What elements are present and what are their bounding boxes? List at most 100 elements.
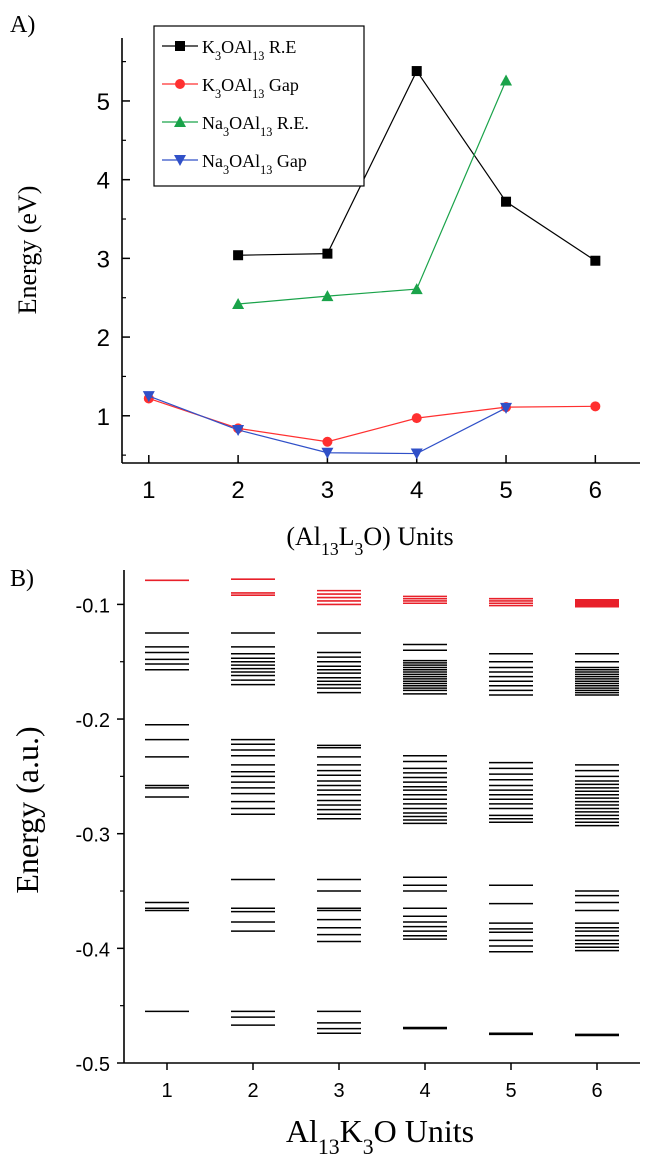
panel-b-x-axis-title: Al13K3O Units (286, 1113, 474, 1155)
data-point-k_re (411, 66, 422, 77)
subscript-text: 3 (355, 539, 364, 559)
series-na_gap (142, 391, 513, 460)
y-tick-label: -0.1 (76, 595, 110, 617)
data-point-k_re (501, 196, 512, 207)
data-point-k_re (322, 248, 333, 259)
legend-marker (175, 79, 185, 89)
y-tick-label: 3 (97, 246, 110, 273)
panel-b-label: B) (10, 566, 34, 592)
panel-b-axes: -0.1 -0.2 -0.3 -0.4 -0.5 1 2 3 4 5 6 (76, 570, 640, 1102)
subscript-text: 3 (223, 125, 229, 139)
y-tick-label: 5 (97, 89, 110, 116)
y-tick-label: -0.2 (76, 710, 110, 732)
panel-b-energy-levels (145, 578, 619, 1037)
legend-box (153, 25, 365, 187)
level-column-5 (489, 597, 533, 1036)
y-tick-label: -0.4 (76, 939, 110, 961)
subscript-text: 13 (318, 1135, 340, 1155)
level-column-1 (145, 579, 189, 1013)
legend-label: K3OAl13 Gap (202, 75, 299, 101)
data-point-na_re (321, 290, 334, 302)
label-text: L (339, 522, 355, 551)
label-text: K (202, 75, 215, 95)
data-point-na_re (232, 298, 245, 310)
x-tick-label: 4 (410, 477, 423, 504)
label-text: K (202, 37, 215, 57)
panel-a-axes: 1 2 3 4 5 1 2 3 4 5 6 (97, 38, 640, 504)
subscript-text: 3 (215, 49, 221, 63)
x-tick-label: 3 (333, 1080, 344, 1102)
subscript-text: 13 (252, 49, 264, 63)
data-point-k_gap (322, 436, 333, 447)
data-point-k_re (590, 255, 601, 266)
data-point-na_re (500, 74, 513, 86)
label-text: OAl (229, 151, 260, 171)
subscript-text: 3 (223, 163, 229, 177)
x-tick-label: 6 (589, 477, 602, 504)
series-line-k_gap (148, 397, 596, 443)
legend-label: Na3OAl13 R.E. (202, 113, 309, 139)
x-tick-label: 3 (321, 477, 334, 504)
data-point-na_gap (321, 447, 334, 459)
y-tick-label: -0.5 (76, 1054, 110, 1076)
panel-b: B) Energy (a.u.) -0.1 -0.2 -0.3 -0.4 -0.5 1 2 3… (9, 566, 640, 1155)
level-column-6 (575, 599, 619, 1037)
panel-b-y-axis-title: Energy (a.u.) (9, 726, 45, 893)
y-tick-label: 1 (97, 404, 110, 431)
legend-marker (174, 116, 186, 127)
data-point-na_gap (410, 448, 423, 460)
label-text: R.E. (272, 113, 309, 133)
series-na_re (232, 74, 513, 310)
label-text: Gap (264, 75, 299, 95)
label-text: K (340, 1113, 363, 1149)
data-point-na_gap (500, 402, 513, 414)
x-tick-label: 5 (499, 477, 512, 504)
panel-a-label: A) (10, 12, 35, 38)
legend-label: K3OAl13 R.E (202, 37, 296, 63)
x-tick-label: 1 (142, 477, 155, 504)
subscript-text: 13 (252, 87, 264, 101)
level-column-4 (403, 595, 447, 1030)
label-text: (Al (286, 522, 321, 551)
legend-label: Na3OAl13 Gap (202, 151, 307, 177)
subscript-text: 3 (363, 1135, 374, 1155)
series-line-na_re (238, 80, 507, 305)
label-text: Na (202, 113, 223, 133)
subscript-text: 13 (260, 125, 272, 139)
panel-a-y-axis-title: Energy (eV) (13, 186, 42, 315)
x-tick-label: 2 (231, 477, 244, 504)
x-tick-label: 5 (505, 1080, 516, 1102)
y-tick-label: 4 (97, 168, 110, 195)
x-tick-label: 1 (161, 1080, 172, 1102)
subscript-text: 3 (215, 87, 221, 101)
label-text: Na (202, 151, 223, 171)
legend-marker (174, 155, 186, 166)
data-point-na_gap (142, 391, 155, 403)
label-text: OAl (221, 75, 252, 95)
level-column-2 (231, 578, 275, 1026)
label-text: Al (286, 1113, 318, 1149)
y-tick-label: -0.3 (76, 825, 110, 847)
label-text: R.E (264, 37, 296, 57)
series-k_re (233, 66, 601, 266)
legend-marker (175, 41, 185, 51)
data-point-k_gap (590, 401, 601, 412)
panel-a-series (142, 66, 601, 460)
x-tick-label: 6 (591, 1080, 602, 1102)
panel-a-x-axis-title: (Al13L3O) Units (286, 522, 453, 559)
data-point-na_re (410, 283, 423, 295)
level-column-3 (317, 589, 361, 1034)
data-point-k_gap (411, 413, 422, 424)
x-tick-label: 4 (419, 1080, 430, 1102)
data-point-k_re (233, 250, 244, 261)
data-point-na_gap (232, 424, 245, 436)
label-text: Gap (272, 151, 307, 171)
label-text: O Units (374, 1113, 474, 1149)
label-text: OAl (229, 113, 260, 133)
subscript-text: 13 (321, 539, 339, 559)
y-tick-label: 2 (97, 325, 110, 352)
label-text: OAl (221, 37, 252, 57)
